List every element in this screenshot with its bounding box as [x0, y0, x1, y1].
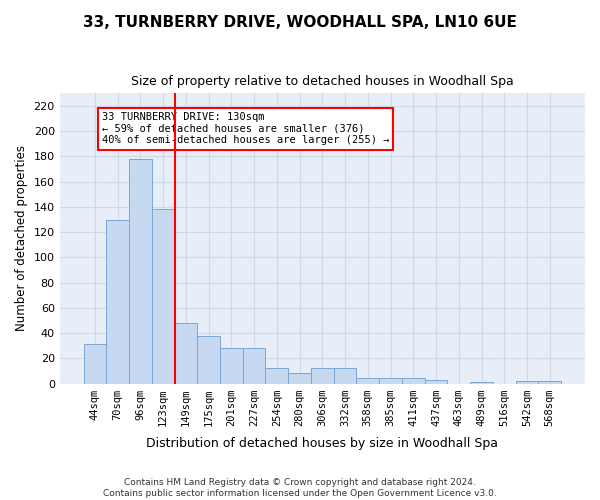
Bar [288, 374, 311, 384]
Title: Size of property relative to detached houses in Woodhall Spa: Size of property relative to detached ho… [131, 75, 514, 88]
Bar [175, 323, 197, 384]
Text: 33 TURNBERRY DRIVE: 130sqm
← 59% of detached houses are smaller (376)
40% of sem: 33 TURNBERRY DRIVE: 130sqm ← 59% of deta… [101, 112, 389, 146]
Bar [538, 381, 561, 384]
Bar [106, 220, 129, 384]
Bar [152, 210, 175, 384]
Bar [515, 381, 538, 384]
Bar [220, 348, 243, 384]
Bar [197, 336, 220, 384]
Bar [425, 380, 448, 384]
Y-axis label: Number of detached properties: Number of detached properties [15, 146, 28, 332]
Bar [265, 368, 288, 384]
X-axis label: Distribution of detached houses by size in Woodhall Spa: Distribution of detached houses by size … [146, 437, 499, 450]
Bar [334, 368, 356, 384]
Bar [402, 378, 425, 384]
Text: 33, TURNBERRY DRIVE, WOODHALL SPA, LN10 6UE: 33, TURNBERRY DRIVE, WOODHALL SPA, LN10 … [83, 15, 517, 30]
Bar [470, 382, 493, 384]
Bar [311, 368, 334, 384]
Bar [379, 378, 402, 384]
Bar [129, 159, 152, 384]
Bar [356, 378, 379, 384]
Bar [243, 348, 265, 384]
Text: Contains HM Land Registry data © Crown copyright and database right 2024.
Contai: Contains HM Land Registry data © Crown c… [103, 478, 497, 498]
Bar [83, 344, 106, 384]
